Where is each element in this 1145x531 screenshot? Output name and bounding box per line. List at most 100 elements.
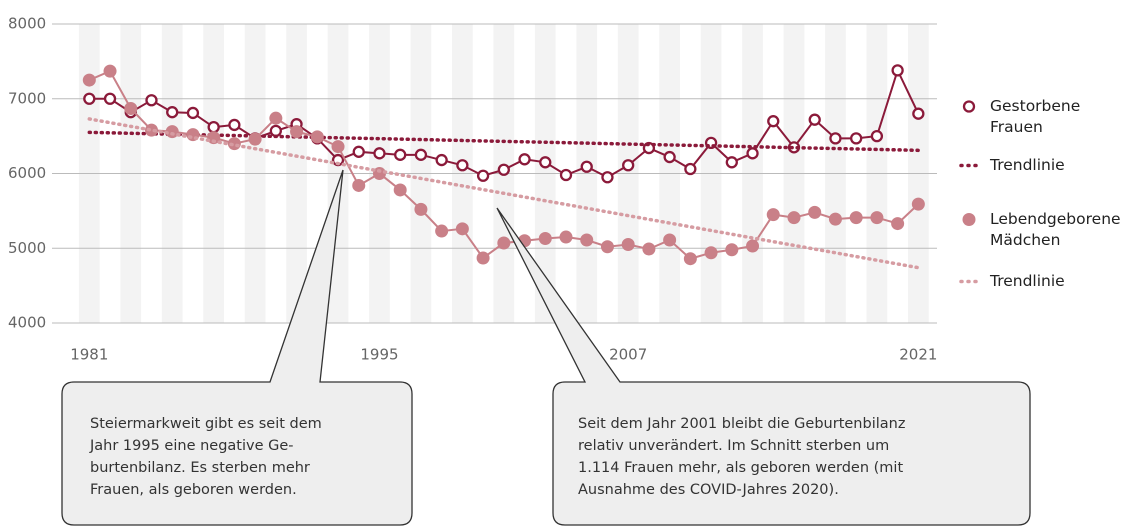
point <box>435 153 448 167</box>
point <box>207 131 221 145</box>
trend-line <box>87 130 921 153</box>
point <box>476 251 490 265</box>
legend-label: Lebendgeborene Mädchen <box>990 210 1121 249</box>
legend-item: Lebendgeborene Mädchen <box>958 209 1138 251</box>
legend-label: Gestorbene Frauen <box>990 97 1081 136</box>
point <box>621 238 635 252</box>
point <box>601 171 614 184</box>
point <box>145 94 158 107</box>
point <box>228 118 241 132</box>
point <box>394 148 407 161</box>
legend-swatch <box>962 213 976 226</box>
point <box>663 233 677 247</box>
legend-label: Trendlinie <box>990 156 1065 174</box>
point <box>331 140 345 154</box>
point <box>559 230 573 244</box>
callout <box>61 169 413 526</box>
point <box>82 73 96 87</box>
x-tick-label: 1995 <box>360 346 398 364</box>
y-tick-label: 6000 <box>8 164 46 182</box>
point <box>124 101 138 115</box>
callout <box>496 207 1031 526</box>
point <box>166 106 179 119</box>
point <box>746 239 760 253</box>
point <box>704 246 718 260</box>
point <box>248 132 262 146</box>
point <box>393 183 407 197</box>
point <box>186 106 200 120</box>
point <box>746 147 759 160</box>
point <box>456 159 469 172</box>
point <box>642 242 656 256</box>
point <box>828 212 842 226</box>
annotation-text: Frauen, als geboren werden. <box>90 482 297 498</box>
point <box>850 132 863 145</box>
point <box>269 124 282 138</box>
point <box>290 125 304 139</box>
point <box>144 123 158 137</box>
point <box>891 64 904 77</box>
x-tick-label: 1981 <box>70 346 108 364</box>
legend-item: Gestorbene Frauen <box>958 96 1138 138</box>
legend-item: Trendlinie <box>958 271 1138 292</box>
marks <box>82 64 925 270</box>
point <box>808 113 821 126</box>
legend-label: Trendlinie <box>990 272 1065 290</box>
legend-symbol <box>962 100 976 113</box>
point <box>559 168 573 182</box>
point <box>600 240 614 254</box>
point <box>518 153 531 166</box>
point <box>870 211 884 225</box>
point <box>539 156 552 169</box>
grid: 4000 5000 6000 7000 8000 1981 1995 2007 2021 <box>8 15 937 364</box>
point <box>870 129 884 143</box>
point <box>310 130 324 144</box>
point <box>538 232 552 246</box>
x-tick-label: 2021 <box>899 346 937 364</box>
annotation-text: burtenbilanz. Es sterben mehr <box>90 460 310 476</box>
point <box>580 160 593 173</box>
point <box>808 205 822 219</box>
legend-item: Trendlinie <box>958 155 1138 176</box>
point <box>165 125 179 139</box>
point <box>684 162 697 176</box>
trend-line <box>87 117 921 270</box>
y-tick-label: 5000 <box>8 239 46 257</box>
point <box>372 167 386 180</box>
point <box>207 121 220 134</box>
y-tick-label: 8000 <box>8 15 46 33</box>
annotations: Steiermarkweit gibt es seit dem Jahr 1995… <box>89 416 905 498</box>
legend-symbol <box>962 213 976 226</box>
annotation-text: relativ unverändert. Im Schnitt sterben … <box>578 438 889 454</box>
point <box>352 178 366 192</box>
point <box>103 92 117 105</box>
point <box>352 145 365 158</box>
point <box>497 163 510 176</box>
point <box>580 233 594 247</box>
point <box>663 150 676 164</box>
point <box>103 64 117 78</box>
point <box>414 202 428 216</box>
point <box>269 111 283 125</box>
point <box>725 243 739 257</box>
y-tick-label: 7000 <box>8 89 46 107</box>
point <box>497 236 511 250</box>
annotation-text: Jahr 1995 eine negative Ge- <box>89 438 294 454</box>
point <box>911 197 925 211</box>
point <box>891 217 905 231</box>
point <box>787 211 801 225</box>
point <box>455 222 469 236</box>
point <box>476 169 490 182</box>
point <box>622 159 635 172</box>
point <box>683 252 697 266</box>
point <box>373 147 386 160</box>
point <box>83 92 96 105</box>
point <box>849 211 863 225</box>
point <box>435 224 449 238</box>
y-tick-label: 4000 <box>8 314 46 332</box>
point <box>829 132 842 145</box>
annotation-text: Steiermarkweit gibt es seit dem <box>90 416 322 432</box>
x-tick-label: 2007 <box>609 346 647 364</box>
